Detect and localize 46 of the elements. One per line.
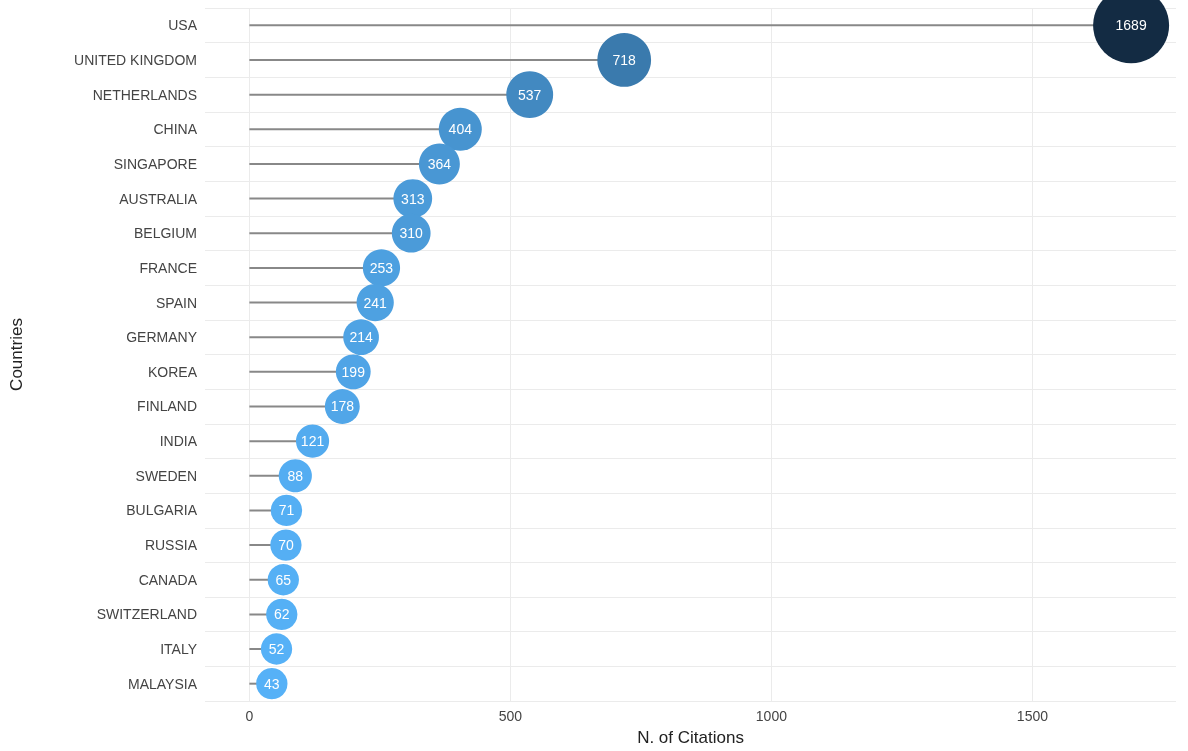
data-label: 178 xyxy=(330,398,355,415)
y-tick-label: INDIA xyxy=(159,433,198,450)
data-label: 1689 xyxy=(1115,17,1147,34)
data-label: 65 xyxy=(275,571,292,588)
y-axis-title: Countries xyxy=(7,318,26,391)
data-label: 404 xyxy=(448,121,473,138)
x-tick-label: 500 xyxy=(498,708,523,724)
y-tick-label: KOREA xyxy=(147,363,198,380)
y-tick-label: RUSSIA xyxy=(144,537,198,554)
y-tick-label: MALAYSIA xyxy=(128,675,198,692)
y-tick-label: UNITED KINGDOM xyxy=(74,51,197,68)
x-axis-title: N. of Citations xyxy=(637,728,744,747)
data-label: 253 xyxy=(369,259,394,276)
y-tick-label: SPAIN xyxy=(156,294,197,311)
data-label: 241 xyxy=(363,294,388,311)
y-tick-label: FINLAND xyxy=(137,398,197,415)
y-tick-label: NETHERLANDS xyxy=(92,86,197,103)
y-tick-label: GERMANY xyxy=(126,329,198,346)
data-label: 310 xyxy=(399,225,424,242)
y-tick-label: BULGARIA xyxy=(126,502,198,519)
data-label: 214 xyxy=(349,329,373,346)
data-label: 71 xyxy=(278,502,295,519)
data-label: 537 xyxy=(518,86,542,103)
data-label: 88 xyxy=(287,467,304,484)
y-tick-label: CANADA xyxy=(138,571,198,588)
y-tick-label: FRANCE xyxy=(139,259,197,276)
data-label: 52 xyxy=(268,641,285,658)
x-tick-label: 1500 xyxy=(1016,708,1049,724)
y-tick-label: SWEDEN xyxy=(135,467,197,484)
y-tick-label: ITALY xyxy=(160,641,198,658)
data-label: 199 xyxy=(341,363,366,380)
data-label: 43 xyxy=(264,675,280,692)
y-tick-label: BELGIUM xyxy=(133,225,197,242)
data-label: 313 xyxy=(401,190,425,207)
x-tick-label: 1000 xyxy=(755,708,788,724)
x-tick-label: 0 xyxy=(245,708,254,724)
y-tick-label: CHINA xyxy=(153,121,198,138)
y-tick-label: USA xyxy=(168,17,198,34)
data-label: 70 xyxy=(278,537,294,554)
data-label: 718 xyxy=(612,51,637,68)
data-label: 62 xyxy=(273,606,290,623)
y-tick-label: SWITZERLAND xyxy=(96,606,197,623)
data-label: 364 xyxy=(427,155,452,172)
y-tick-label: AUSTRALIA xyxy=(119,190,198,207)
y-tick-label: SINGAPORE xyxy=(113,155,197,172)
data-label: 121 xyxy=(300,433,325,450)
